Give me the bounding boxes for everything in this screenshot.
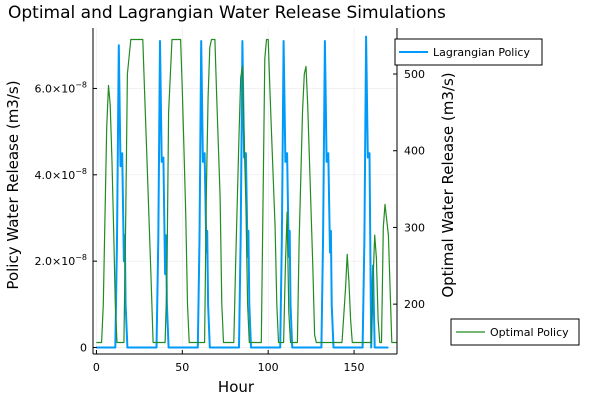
- legend-optimal: Optimal Policy: [450, 318, 580, 346]
- x-tick-label: 100: [258, 361, 279, 374]
- x-axis-title: Hour: [218, 378, 255, 396]
- x-tick-label: 0: [93, 361, 100, 374]
- x-tick-label: 50: [175, 361, 189, 374]
- y-left-tick-label: 2.0×10−8: [34, 253, 87, 268]
- y-left-tick-label: 6.0×10−8: [34, 80, 87, 95]
- y-right-tick-label: 400: [404, 145, 425, 158]
- series-layer: [96, 35, 397, 349]
- y-right-axis-title: Optimal Water Release (m3/s): [439, 72, 457, 297]
- legend-optimal-label: Optimal Policy: [490, 326, 569, 339]
- legend-lagrangian: Lagrangian Policy: [394, 38, 543, 66]
- chart-title: Optimal and Lagrangian Water Release Sim…: [8, 3, 446, 23]
- y-left-tick-label: 4.0×10−8: [34, 167, 87, 182]
- ticks: 0 50 100 150 0 2.0×10−8 4.0×10−8 6.0×10−8 200 300…: [34, 68, 425, 374]
- y-right-tick-label: 500: [404, 68, 425, 81]
- y-left-tick-label: 0: [80, 342, 87, 355]
- axes: [92, 28, 398, 355]
- y-left-axis-title: Policy Water Release (m3/s): [4, 80, 22, 289]
- y-right-tick-label: 300: [404, 221, 425, 234]
- y-right-tick-label: 200: [404, 298, 425, 311]
- legend-lagrangian-label: Lagrangian Policy: [433, 46, 530, 59]
- series-optimal-line: [96, 38, 397, 344]
- x-tick-label: 150: [344, 361, 365, 374]
